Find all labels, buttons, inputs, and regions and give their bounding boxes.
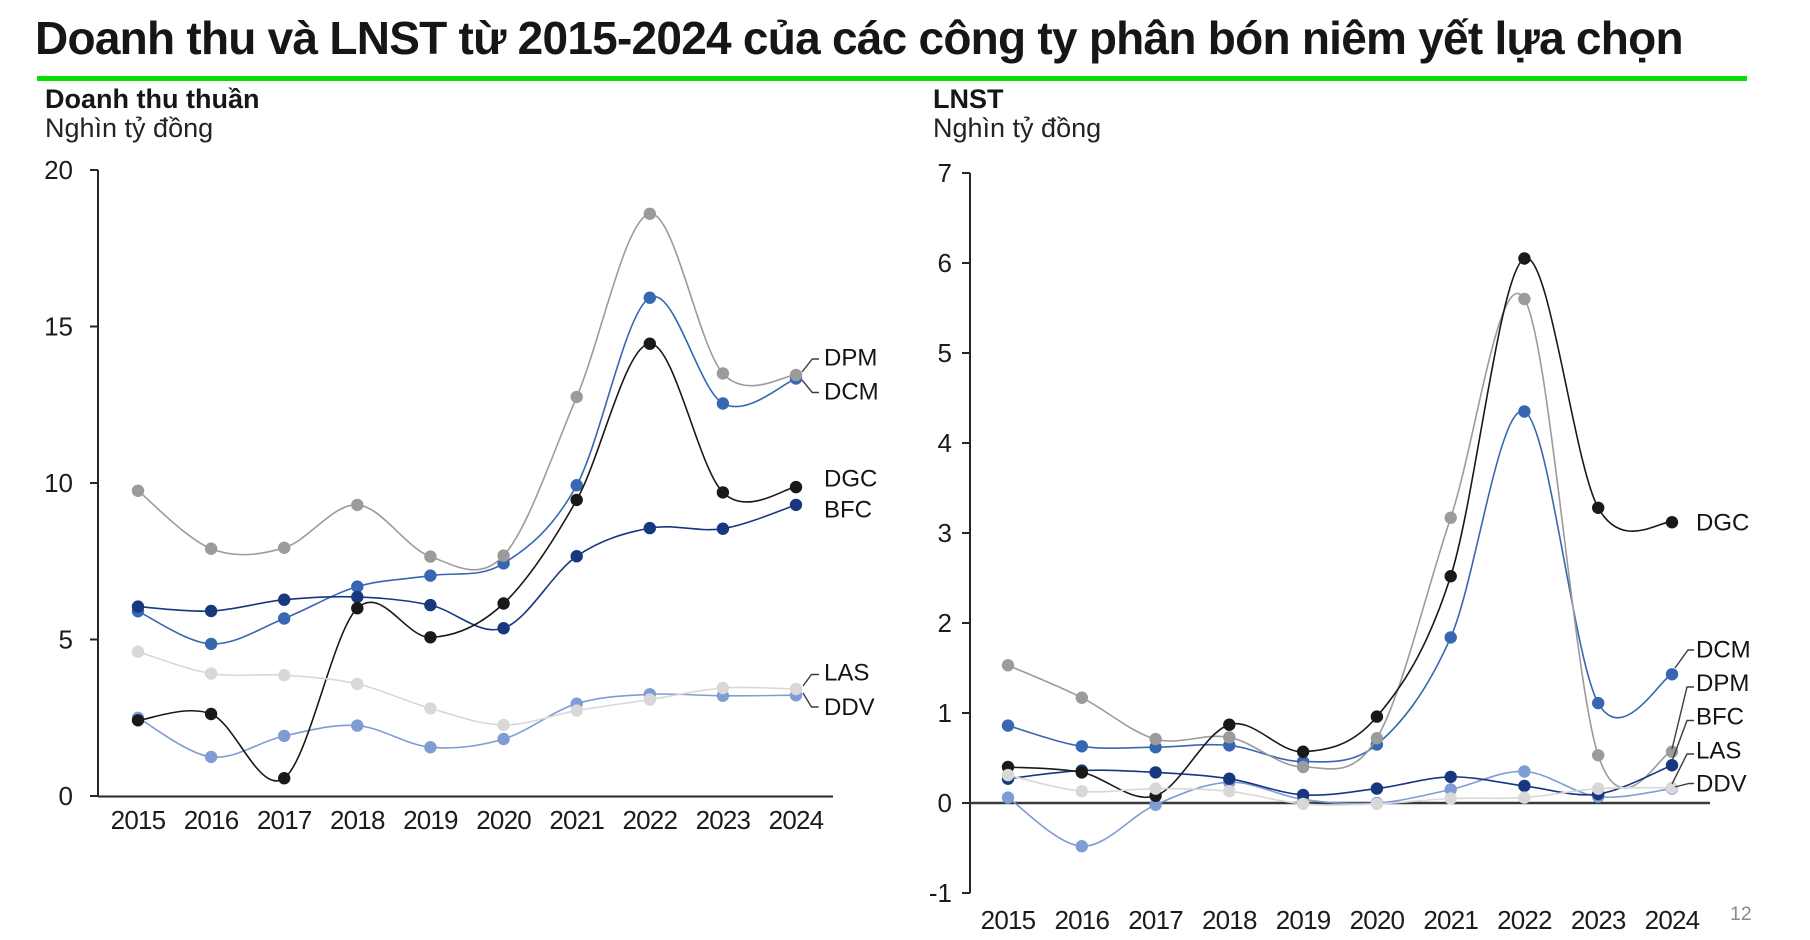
svg-text:-1: -1 xyxy=(929,878,952,908)
svg-text:2017: 2017 xyxy=(1128,905,1183,935)
svg-text:DGC: DGC xyxy=(824,466,877,493)
svg-text:2021: 2021 xyxy=(1423,905,1478,935)
svg-text:15: 15 xyxy=(44,312,73,342)
svg-text:2023: 2023 xyxy=(696,805,751,835)
svg-text:2016: 2016 xyxy=(1054,905,1109,935)
svg-text:2022: 2022 xyxy=(1497,905,1552,935)
svg-text:2016: 2016 xyxy=(184,805,239,835)
svg-text:1: 1 xyxy=(938,698,952,728)
svg-text:3: 3 xyxy=(938,518,952,548)
svg-text:12: 12 xyxy=(1730,903,1752,925)
svg-text:7: 7 xyxy=(938,158,952,188)
svg-text:DPM: DPM xyxy=(824,345,877,372)
svg-text:DPM: DPM xyxy=(1696,670,1749,697)
svg-text:2: 2 xyxy=(938,608,952,638)
svg-text:4: 4 xyxy=(938,428,952,458)
svg-text:2021: 2021 xyxy=(549,805,604,835)
svg-text:5: 5 xyxy=(938,338,952,368)
svg-text:0: 0 xyxy=(59,781,73,811)
svg-text:10: 10 xyxy=(44,468,73,498)
svg-text:DCM: DCM xyxy=(824,379,879,406)
svg-text:2015: 2015 xyxy=(111,805,166,835)
svg-text:2015: 2015 xyxy=(981,905,1036,935)
svg-text:DGC: DGC xyxy=(1696,510,1749,537)
svg-text:6: 6 xyxy=(938,248,952,278)
svg-text:2017: 2017 xyxy=(257,805,312,835)
svg-text:0: 0 xyxy=(938,788,952,818)
svg-text:2023: 2023 xyxy=(1571,905,1626,935)
svg-text:2020: 2020 xyxy=(476,805,531,835)
svg-text:BFC: BFC xyxy=(1696,704,1744,731)
svg-text:LAS: LAS xyxy=(824,660,869,687)
svg-text:2018: 2018 xyxy=(1202,905,1257,935)
svg-text:20: 20 xyxy=(44,155,73,185)
svg-text:DDV: DDV xyxy=(1696,771,1747,798)
svg-text:DCM: DCM xyxy=(1696,637,1751,664)
svg-text:2018: 2018 xyxy=(330,805,385,835)
svg-text:2024: 2024 xyxy=(1645,905,1700,935)
svg-text:BFC: BFC xyxy=(824,497,872,524)
svg-text:DDV: DDV xyxy=(824,694,875,721)
svg-text:2019: 2019 xyxy=(403,805,458,835)
svg-text:5: 5 xyxy=(59,625,73,655)
svg-text:LAS: LAS xyxy=(1696,738,1741,765)
svg-text:2024: 2024 xyxy=(769,805,824,835)
svg-text:2019: 2019 xyxy=(1276,905,1331,935)
svg-text:2022: 2022 xyxy=(622,805,677,835)
svg-text:2020: 2020 xyxy=(1350,905,1405,935)
